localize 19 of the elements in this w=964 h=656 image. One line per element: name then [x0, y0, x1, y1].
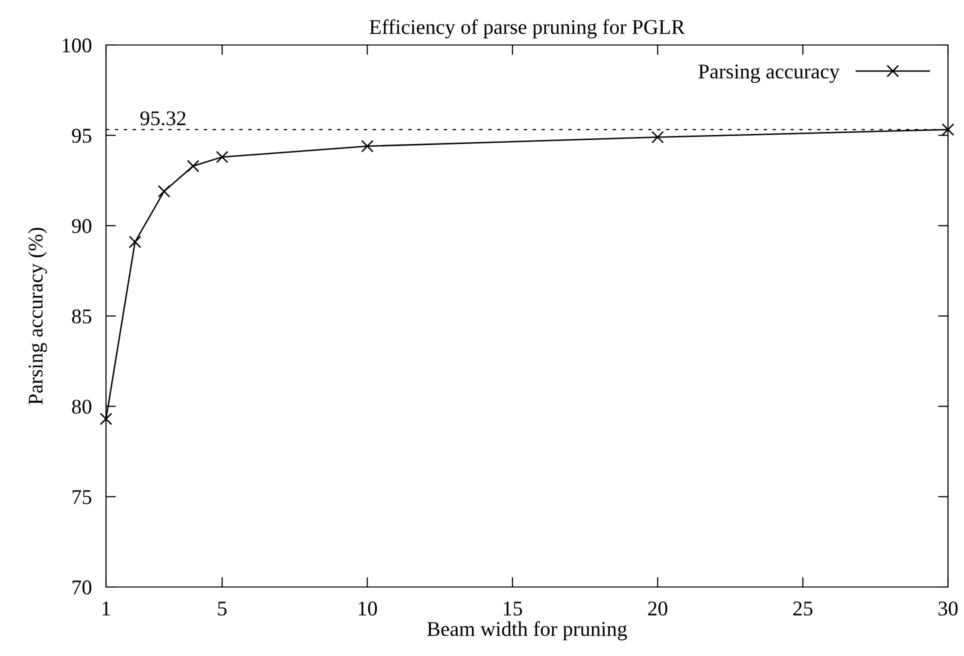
ref-line-label: 95.32: [140, 111, 186, 126]
x-axis-title: Beam width for pruning: [427, 621, 627, 640]
y-axis-title: Parsing accuracy (%): [28, 228, 47, 404]
x-tick-label: 5: [218, 602, 227, 616]
y-tick-label: 95: [72, 128, 92, 143]
y-tick-label: 90: [72, 219, 92, 234]
x-tick-label: 30: [938, 601, 958, 616]
x-tick-label: 1: [102, 602, 110, 616]
y-tick-label: 85: [72, 309, 92, 324]
x-tick-label: 25: [793, 602, 812, 616]
y-tick-label: 100: [62, 38, 92, 52]
legend-label: Parsing accuracy: [698, 64, 840, 83]
x-tick-label: 10: [358, 601, 377, 616]
x-tick-label: 20: [648, 601, 668, 616]
y-tick-label: 75: [72, 490, 92, 504]
chart-title: Efficiency of parse pruning for PGLR: [370, 19, 686, 38]
x-tick-label: 15: [504, 602, 522, 616]
y-tick-label: 70: [72, 580, 92, 594]
y-tick-label: 80: [72, 400, 92, 414]
